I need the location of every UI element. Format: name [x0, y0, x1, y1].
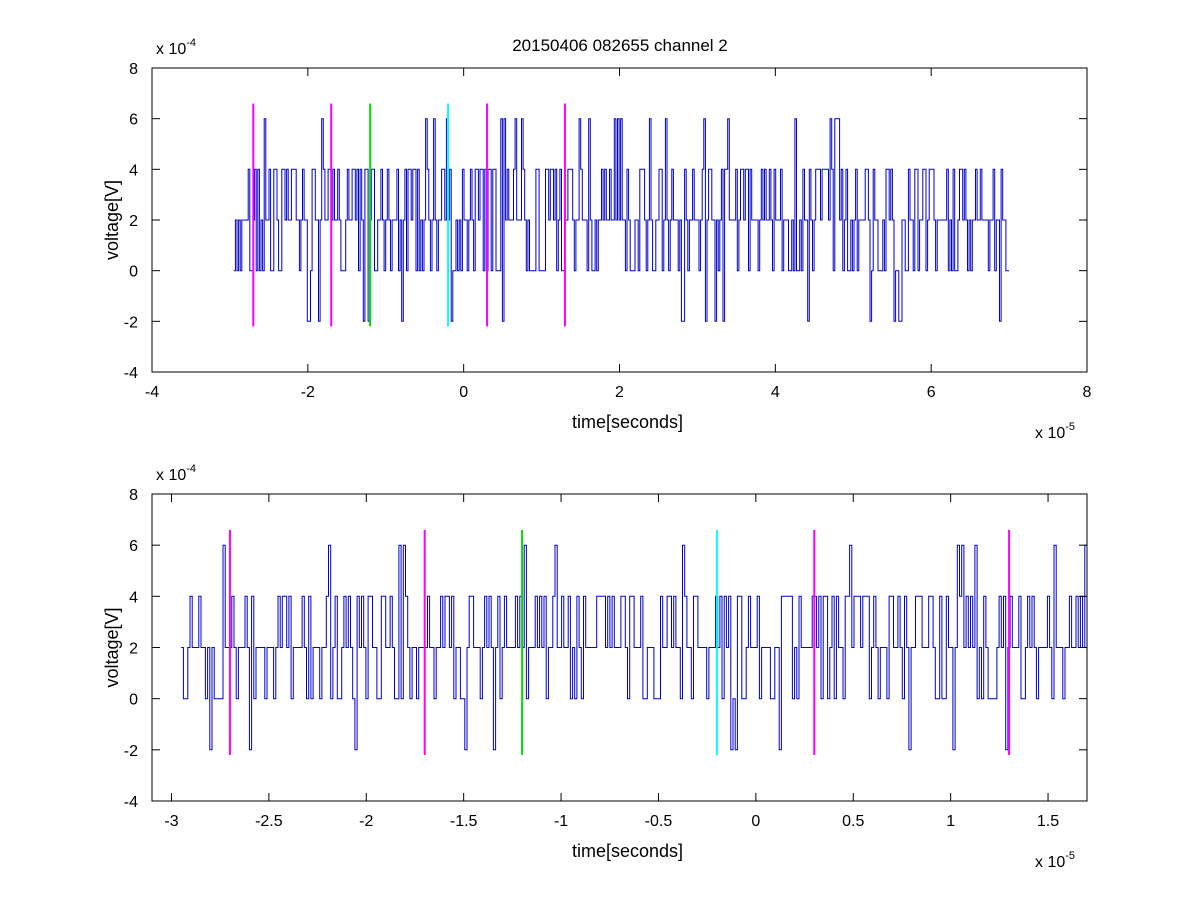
y-tick-label: -4 [124, 794, 138, 811]
y-tick-label: 8 [129, 61, 138, 78]
x-axis-label: time[seconds] [572, 841, 683, 861]
y-tick-label: 6 [129, 538, 138, 555]
bottom-plot-panel: -3 -2.5 -2 -1.5 -1 -0.5 0 0.5 1 1.5 -4 -2 0 2 4 6 8 time[… [102, 463, 1088, 871]
x-tick-label: 6 [927, 384, 936, 401]
x-tick-label: -2 [301, 384, 315, 401]
x-tick-label: 2 [615, 384, 624, 401]
y-exponent-power: -4 [186, 37, 196, 49]
y-tick-label: 4 [129, 589, 138, 606]
y-exponent-label: x 10-4 [156, 37, 196, 58]
x-exponent-label: x 10-5 [1035, 421, 1075, 442]
signal-trace [233, 118, 1010, 322]
y-tick-label: 8 [129, 487, 138, 504]
x-tick-label: 0.5 [842, 813, 864, 830]
x-exponent-base: x 10 [1035, 425, 1065, 442]
x-tick-label: 1.5 [1037, 813, 1059, 830]
y-tick-label: 0 [129, 692, 138, 709]
y-exponent-base: x 10 [156, 467, 186, 484]
x-exponent-base: x 10 [1035, 854, 1065, 871]
x-exponent-power: -5 [1065, 421, 1075, 433]
x-tick-label: -1 [554, 813, 568, 830]
x-tick-label: 1 [946, 813, 955, 830]
signal-trace [181, 544, 1087, 751]
x-tick-label: -2 [359, 813, 373, 830]
x-exponent-power: -5 [1065, 850, 1075, 862]
y-tick-label: -4 [124, 365, 138, 382]
y-tick-label: 0 [129, 264, 138, 281]
y-tick-label: -2 [124, 743, 138, 760]
top-plot-panel: -4 -2 0 2 4 6 8 -4 -2 0 2 4 6 8 time[seconds] voltage[V… [102, 37, 1092, 442]
y-tick-label: 6 [129, 112, 138, 129]
x-tick-label: 0 [751, 813, 760, 830]
y-tick-label: 4 [129, 162, 138, 179]
y-axis-label: voltage[V] [102, 607, 122, 687]
x-tick-label: -2.5 [255, 813, 283, 830]
x-axis-label: time[seconds] [572, 412, 683, 432]
y-exponent-base: x 10 [156, 41, 186, 58]
y-axis-label: voltage[V] [102, 180, 122, 260]
x-tick-label: -4 [145, 384, 159, 401]
x-exponent-label: x 10-5 [1035, 850, 1075, 871]
figure-title: 20150406 082655 channel 2 [512, 36, 728, 55]
x-tick-label: 0 [459, 384, 468, 401]
y-exponent-label: x 10-4 [156, 463, 196, 484]
y-tick-label: 2 [129, 213, 138, 230]
x-tick-label: -3 [164, 813, 178, 830]
x-tick-label: -0.5 [645, 813, 673, 830]
x-tick-label: 4 [771, 384, 780, 401]
y-tick-label: 2 [129, 641, 138, 658]
y-exponent-power: -4 [186, 463, 196, 475]
y-tick-label: -2 [124, 314, 138, 331]
x-tick-label: 8 [1083, 384, 1092, 401]
x-tick-label: -1.5 [450, 813, 478, 830]
